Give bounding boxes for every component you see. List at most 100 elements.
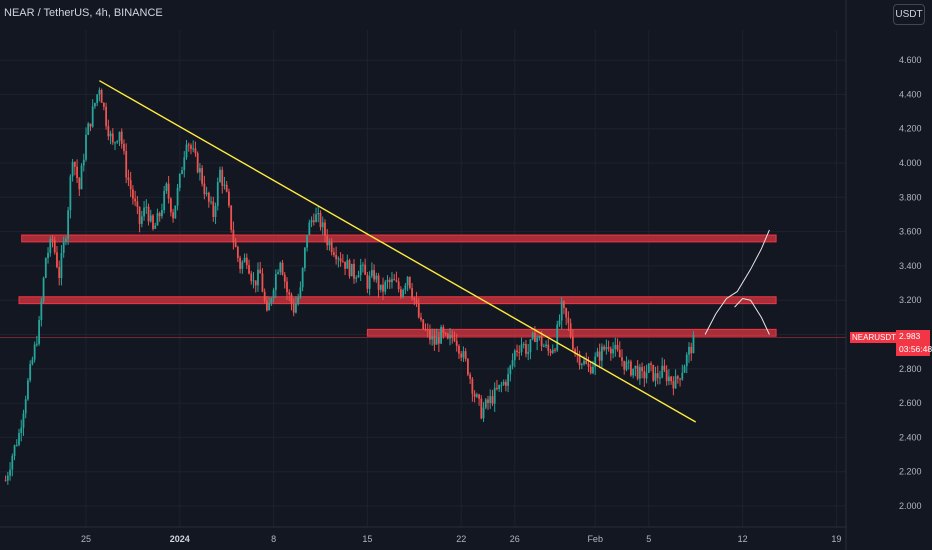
candle-body: [688, 346, 690, 355]
candle-body: [618, 349, 621, 358]
candle-body: [158, 213, 161, 217]
candle-body: [60, 252, 63, 279]
candle-body: [344, 261, 346, 269]
candle-body: [665, 370, 668, 382]
candle-body: [174, 205, 177, 219]
candle-body: [630, 361, 632, 376]
candle-body: [661, 365, 664, 378]
candle-body: [364, 264, 367, 275]
candle-body: [451, 334, 454, 338]
candle-body: [518, 351, 521, 353]
candle-body: [433, 336, 436, 345]
candle-body: [176, 187, 179, 206]
candle-body: [230, 205, 233, 230]
candle-body: [645, 372, 648, 379]
candle-body: [165, 183, 168, 192]
candle-body: [33, 344, 36, 360]
candle-body: [252, 280, 255, 282]
candle-body: [578, 354, 581, 365]
candle-body: [679, 378, 681, 380]
candle-body: [111, 133, 114, 143]
candle-body: [663, 365, 666, 371]
candle-body: [563, 301, 565, 309]
candle-body: [114, 142, 116, 144]
candle-body: [359, 264, 362, 276]
candle-body: [319, 212, 322, 228]
candle-body: [406, 276, 409, 286]
candle-body: [185, 144, 188, 158]
candle-body: [328, 241, 331, 246]
candle-body: [100, 89, 103, 103]
candle-body: [571, 336, 574, 350]
candle-body: [650, 363, 652, 365]
candle-body: [118, 131, 121, 141]
candle-body: [321, 222, 324, 228]
candle-body: [522, 344, 525, 346]
candle-body: [312, 220, 315, 222]
candle-body: [605, 347, 608, 350]
candle-body: [529, 339, 532, 353]
candle-body: [241, 261, 244, 269]
price-axis[interactable]: 2.0002.2002.4002.6002.8003.0003.2003.400…: [845, 0, 922, 550]
candle-body: [489, 396, 492, 403]
x-tick-label: 2024: [170, 534, 190, 544]
candle-body: [172, 212, 174, 219]
candle-body: [330, 241, 333, 253]
candle-body: [404, 285, 407, 290]
time-axis[interactable]: 25 2024 8 15 22 26 Feb 5 12 19: [0, 526, 846, 544]
candle-body: [647, 363, 650, 373]
candle-body: [138, 206, 141, 224]
support-zone-lower[interactable]: [366, 328, 777, 337]
candle-body: [362, 264, 364, 266]
candle-body: [239, 257, 241, 269]
candle-body: [181, 170, 183, 174]
candle-body: [531, 332, 534, 340]
candle-body: [442, 327, 445, 333]
candle-body: [556, 324, 559, 351]
candle-body: [641, 367, 643, 372]
candle-body: [353, 263, 355, 279]
candle-body: [366, 274, 369, 289]
candle-body: [589, 366, 592, 374]
currency-button[interactable]: USDT: [893, 4, 925, 25]
candle-body: [375, 275, 378, 280]
candle-body: [123, 143, 125, 152]
candle-body: [245, 257, 248, 266]
candle-body: [384, 281, 387, 292]
x-tick-label: 22: [456, 534, 466, 544]
y-tick-label: 2.400: [899, 432, 922, 442]
candle-body: [201, 168, 204, 184]
y-tick-label: 2.200: [899, 467, 922, 477]
candle-body: [437, 337, 440, 344]
candle-body: [167, 183, 170, 199]
candle-body: [634, 365, 637, 369]
candle-body: [545, 344, 547, 347]
candle-body: [395, 280, 398, 282]
candle-body: [346, 260, 349, 269]
candle-body: [91, 106, 94, 127]
candle-body: [183, 157, 186, 171]
candle-body: [547, 344, 550, 351]
resistance-zone-upper[interactable]: [21, 234, 777, 243]
candle-body: [676, 376, 679, 379]
resistance-zone-middle[interactable]: [18, 296, 777, 305]
candle-body: [446, 333, 449, 339]
candle-body: [259, 269, 262, 274]
candle-body: [493, 387, 496, 404]
candle-body: [542, 346, 545, 348]
y-tick-label: 3.400: [899, 261, 922, 271]
candle-body: [277, 272, 279, 274]
candle-body: [560, 301, 563, 321]
y-tick-label: 2.600: [899, 398, 922, 408]
candle-body: [355, 277, 358, 279]
candle-body: [455, 340, 458, 346]
candle-body: [116, 140, 119, 143]
zones: [18, 234, 777, 337]
candle-body: [609, 348, 612, 354]
candle-body: [621, 357, 623, 361]
candle-body: [223, 184, 226, 186]
x-tick-label: 12: [738, 534, 748, 544]
descending-trendline[interactable]: [99, 80, 697, 423]
candle-body: [393, 279, 396, 281]
